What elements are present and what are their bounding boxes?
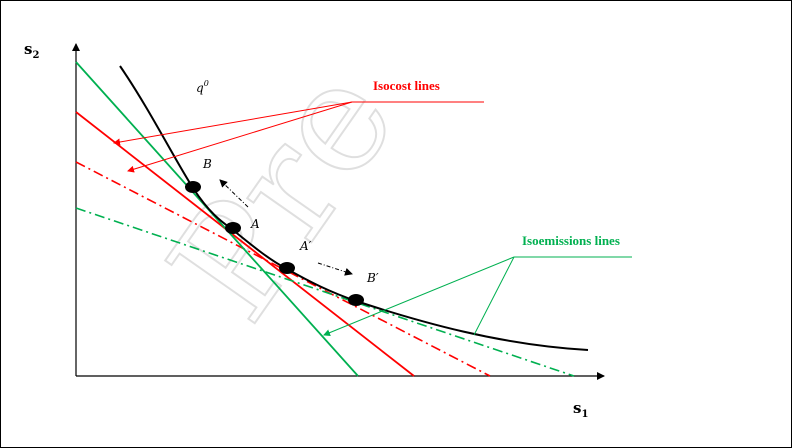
isocost-callout-pointer-1 xyxy=(113,101,353,146)
point-a-prime-marker xyxy=(279,262,295,274)
isoemission-callout-label: Isoemissions lines xyxy=(522,233,620,248)
point-a-marker xyxy=(225,222,241,234)
point-a-label: A xyxy=(250,217,260,231)
isoquant-label: q0 xyxy=(196,79,209,95)
point-a-prime-label: A′ xyxy=(299,239,312,253)
y-axis-label: s2 xyxy=(24,40,39,61)
x-axis-label: s1 xyxy=(573,399,588,420)
isocost-line-1 xyxy=(75,111,415,377)
isoquant-curve xyxy=(119,65,589,351)
isoemission-line-1 xyxy=(75,61,359,377)
isoemission-callout-pointer-2 xyxy=(473,256,515,336)
isoemission-callout-pointer-1 xyxy=(323,256,515,336)
point-b-label: B xyxy=(202,157,212,171)
isoemission-line-2 xyxy=(75,207,575,377)
isocost-callout-pointer-2 xyxy=(127,101,353,173)
point-b-marker xyxy=(185,181,201,193)
point-b-prime-marker xyxy=(348,294,364,306)
isocost-line-2 xyxy=(75,161,491,377)
point-b-prime-label: B′ xyxy=(366,271,379,285)
isocost-callout-label: Isocost lines xyxy=(373,78,440,93)
arrow-a-to-b xyxy=(219,179,249,208)
arrow-a-prime-to-b-prime xyxy=(317,262,353,276)
